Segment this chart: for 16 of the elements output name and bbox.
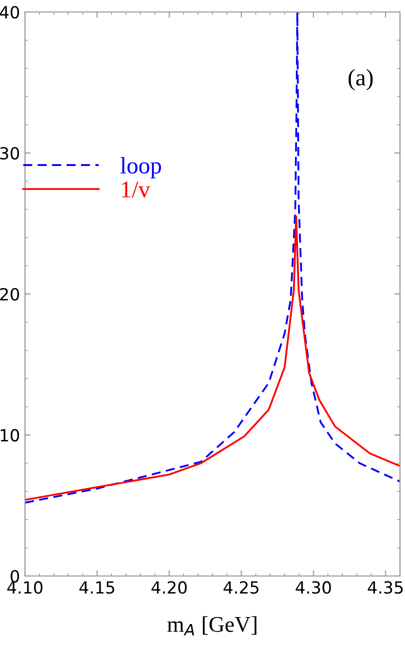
legend-label: 1/v [122, 182, 150, 198]
x-tick-label: 4.15 [79, 581, 114, 594]
y-tick-label: 10 [0, 428, 20, 442]
y-tick-label: 20 [0, 288, 20, 301]
x-tick-label: 4.35 [368, 581, 403, 594]
x-tick-label: 4.25 [224, 581, 258, 594]
x-tick-label: 4.10 [7, 581, 42, 594]
x-tick-label: 4.30 [296, 581, 331, 594]
annotation: (a) [348, 68, 373, 90]
y-tick-label: 30 [0, 146, 20, 160]
y-tick-label: 0 [10, 570, 20, 583]
line-series [25, 216, 400, 501]
y-tick-label: 40 [0, 6, 20, 19]
x-axis-title: m$_{A}$ [GeV] [167, 616, 256, 636]
x-tick-label: 4.20 [151, 581, 187, 594]
legend-label: loop [120, 156, 162, 178]
